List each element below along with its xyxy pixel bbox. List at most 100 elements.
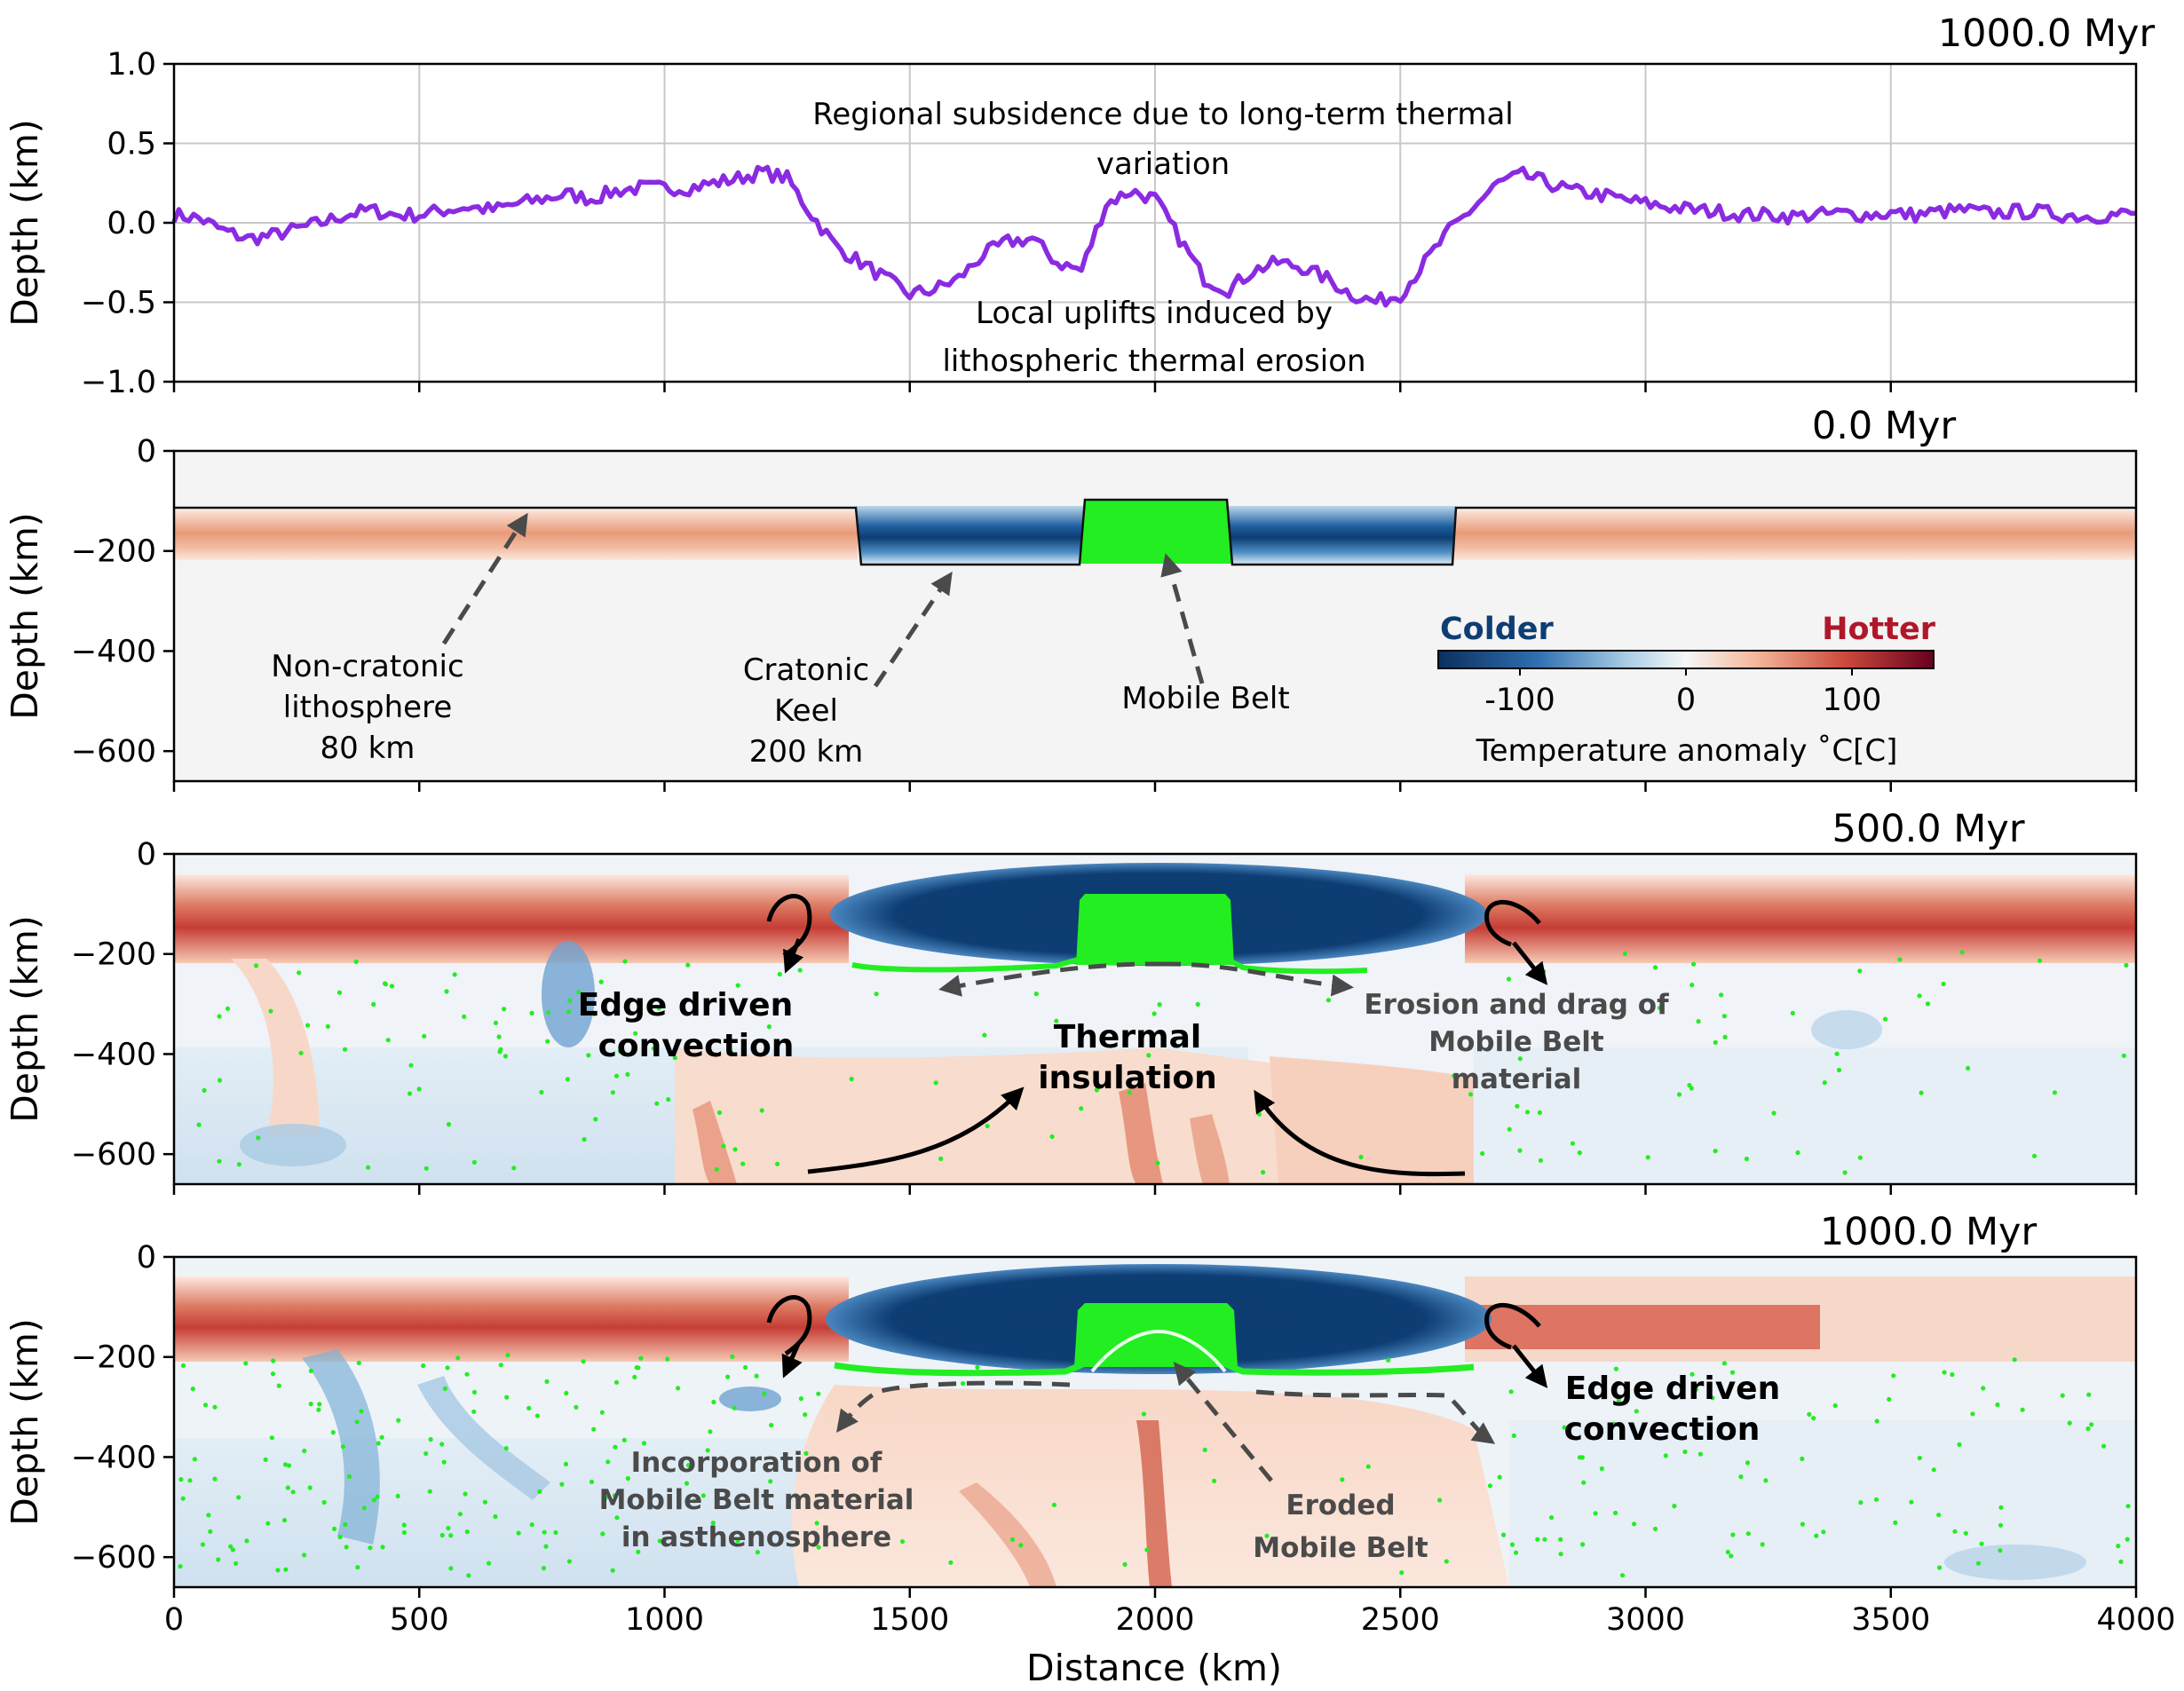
- 1000-ytick-label-0: 0: [137, 1240, 156, 1276]
- tracer-dot: [1613, 1510, 1618, 1515]
- 500-x-tickmarks: [172, 1184, 2138, 1195]
- tracer-dot: [816, 1545, 821, 1550]
- label-thermal-line2: insulation: [1038, 1060, 1217, 1096]
- tracer-dot: [236, 1162, 241, 1167]
- 1000-tracer-particles: [178, 1353, 2131, 1578]
- tracer-dot: [253, 963, 259, 968]
- label-erosion-line3: material: [1452, 1063, 1582, 1095]
- tracer-dot: [2116, 1544, 2121, 1549]
- xtick-label-2: 1000: [625, 1602, 704, 1638]
- tracer-dot: [625, 1475, 631, 1482]
- initial-y-axis-label: Depth (km): [4, 512, 46, 720]
- tracer-dot: [685, 962, 691, 968]
- label-noncratonic-line3: 80 km: [320, 731, 415, 766]
- x-axis-label: Distance (km): [1026, 1647, 1282, 1689]
- tracer-dot: [1146, 1053, 1151, 1058]
- tracer-dot: [1959, 950, 1965, 955]
- tracer-dot: [2086, 1392, 2092, 1397]
- tracer-dot: [190, 1387, 195, 1392]
- tracer-dot: [448, 1533, 454, 1538]
- tracer-dot: [265, 1521, 271, 1526]
- tracer-dot: [504, 1395, 510, 1400]
- tracer-dot: [614, 1515, 620, 1521]
- tracer-dot: [1365, 1464, 1371, 1469]
- tracer-dot: [1696, 1019, 1701, 1024]
- tracer-dot: [684, 1481, 690, 1486]
- tracer-dot: [1509, 1542, 1515, 1547]
- tracer-dot: [1515, 1103, 1520, 1109]
- tracer-dot: [1141, 1411, 1146, 1417]
- tracer-dot: [380, 1545, 385, 1550]
- tracer-dot: [1517, 1056, 1523, 1062]
- tracer-dot: [975, 1364, 980, 1371]
- tracer-dot: [317, 1402, 322, 1407]
- tracer-dot: [1857, 1155, 1863, 1160]
- tracer-dot: [529, 1522, 534, 1528]
- tracer-dot: [1771, 1110, 1776, 1116]
- tracer-dot: [1151, 1011, 1157, 1016]
- tracer-dot: [2052, 1090, 2057, 1095]
- tracer-dot: [613, 1073, 620, 1079]
- tracer-dot: [545, 1039, 550, 1044]
- tracer-dot: [225, 1006, 231, 1011]
- tracer-dot: [1094, 1087, 1099, 1093]
- topography-ytick-label-0: 1.0: [107, 47, 156, 83]
- tracer-dot: [1909, 1499, 1914, 1505]
- colorbar-tick-neg100: -100: [1484, 683, 1555, 718]
- tracer-dot: [797, 968, 803, 973]
- tracer-dot: [593, 1117, 598, 1122]
- tracer-dot: [361, 1505, 367, 1511]
- tracer-dot: [212, 1404, 218, 1410]
- tracer-dot: [542, 1529, 547, 1535]
- tracer-dot: [281, 1518, 288, 1523]
- tracer-dot: [755, 1550, 761, 1555]
- tracer-dot: [1632, 1521, 1637, 1527]
- tracer-dot: [206, 1513, 211, 1518]
- tracer-dot: [1657, 1005, 1663, 1011]
- tracer-dot: [1513, 1550, 1519, 1555]
- tracer-dot: [1506, 976, 1512, 982]
- tracer-dot: [1883, 1016, 1888, 1022]
- tracer-dot: [471, 1389, 478, 1395]
- tracer-dot: [1195, 1001, 1200, 1007]
- tracer-dot: [725, 1374, 731, 1379]
- tracer-dot: [1689, 1086, 1694, 1091]
- tracer-dot: [1800, 1521, 1805, 1527]
- tracer-dot: [1925, 1001, 1931, 1007]
- tracer-dot: [407, 1091, 413, 1096]
- tracer-dot: [1009, 1537, 1016, 1542]
- topography-y-ticks: 1.0 0.5 0.0 −0.5 −1.0: [81, 47, 174, 400]
- 500-ytick-label-3: −600: [71, 1137, 156, 1173]
- tracer-dot: [448, 1566, 454, 1571]
- tracer-dot: [285, 1485, 290, 1490]
- 500-title: 500.0 Myr: [1832, 807, 2025, 851]
- tracer-dot: [657, 1538, 662, 1544]
- tracer-dot: [1452, 1073, 1457, 1079]
- tracer-dot: [617, 1048, 623, 1054]
- tracer-dot: [286, 1463, 292, 1468]
- tracer-dot: [516, 1530, 521, 1536]
- tracer-dot: [735, 983, 740, 988]
- 500-hot-layer-right: [1465, 874, 2136, 963]
- tracer-dot: [814, 1521, 819, 1526]
- tracer-dot: [482, 1499, 488, 1505]
- tracer-dot: [1981, 1386, 1986, 1391]
- tracer-dot: [511, 1166, 517, 1171]
- initial-noncratonic-band-right: [1452, 510, 2136, 560]
- tracer-dot: [1760, 1542, 1765, 1547]
- tracer-dot: [613, 1379, 620, 1385]
- tracer-dot: [371, 1497, 376, 1503]
- initial-mobile-belt: [1080, 499, 1232, 564]
- tracer-dot: [766, 1024, 772, 1030]
- tracer-dot: [457, 1512, 463, 1517]
- tracer-dot: [711, 1399, 716, 1405]
- tracer-dot: [178, 1477, 184, 1482]
- tracer-dot: [346, 1474, 352, 1479]
- tracer-dot: [589, 1479, 595, 1484]
- tracer-dot: [612, 1493, 618, 1498]
- panel-topography: 1.00.50.0−0.5−1.0 1000.0 Myr Depth (km) …: [4, 12, 2155, 400]
- xtick-label-4: 2000: [1115, 1602, 1194, 1638]
- tracer-dot: [599, 1410, 605, 1415]
- tracer-dot: [692, 1498, 697, 1504]
- topography-ytick-label-4: −1.0: [81, 365, 156, 400]
